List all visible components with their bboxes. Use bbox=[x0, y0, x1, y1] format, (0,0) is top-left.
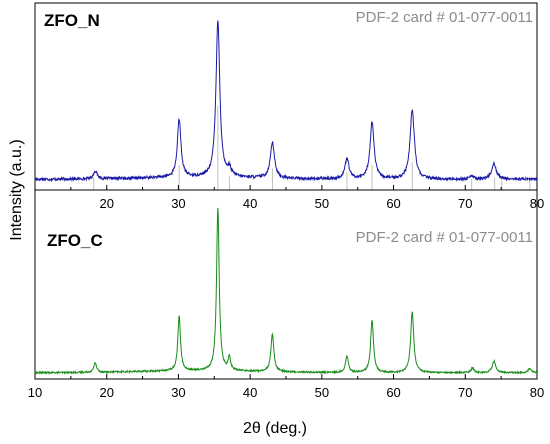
x-tick-label: 70 bbox=[458, 385, 472, 400]
x-tick-label: 30 bbox=[171, 196, 185, 211]
x-axis-title: 2θ (deg.) bbox=[243, 420, 307, 437]
panel-top-frame bbox=[34, 2, 538, 191]
x-tick-label: 20 bbox=[99, 385, 113, 400]
x-tick-label: 60 bbox=[386, 385, 400, 400]
series-label-zfo-n: ZFO_N bbox=[44, 11, 100, 30]
y-axis-title: Intensity (a.u.) bbox=[8, 139, 25, 240]
series-zfo-c-line bbox=[34, 207, 538, 375]
reference-card-label-bottom: PDF-2 card # 01-077-0011 bbox=[356, 229, 533, 246]
panel-zfo-n: 20 30 40 50 60 70 80 ZFO_N PDF-2 card # 01-077… bbox=[34, 2, 544, 211]
x-tick-label: 10 bbox=[28, 385, 42, 400]
reference-card-label-top: PDF-2 card # 01-077-0011 bbox=[356, 9, 533, 26]
x-tick-label: 30 bbox=[171, 385, 185, 400]
x-tick-label: 50 bbox=[315, 196, 329, 211]
x-tick-label: 60 bbox=[386, 196, 400, 211]
panel-bottom-frame bbox=[34, 189, 538, 380]
x-tick-label: 80 bbox=[530, 385, 544, 400]
x-ticks-top: 20 30 40 50 60 70 80 bbox=[34, 185, 544, 211]
reference-lines-top bbox=[93, 105, 531, 190]
x-tick-label: 70 bbox=[458, 196, 472, 211]
x-tick-label: 20 bbox=[99, 196, 113, 211]
x-tick-label: 40 bbox=[243, 196, 257, 211]
panel-zfo-c: 10 20 30 40 50 60 70 80 ZFO_C PDF-2 card # 01-0… bbox=[28, 189, 544, 400]
x-ticks-bottom: 10 20 30 40 50 60 70 80 bbox=[28, 374, 544, 400]
x-tick-label: 40 bbox=[243, 385, 257, 400]
series-zfo-n-line bbox=[34, 20, 538, 183]
series-label-zfo-c: ZFO_C bbox=[47, 231, 103, 250]
x-tick-label: 50 bbox=[315, 385, 329, 400]
